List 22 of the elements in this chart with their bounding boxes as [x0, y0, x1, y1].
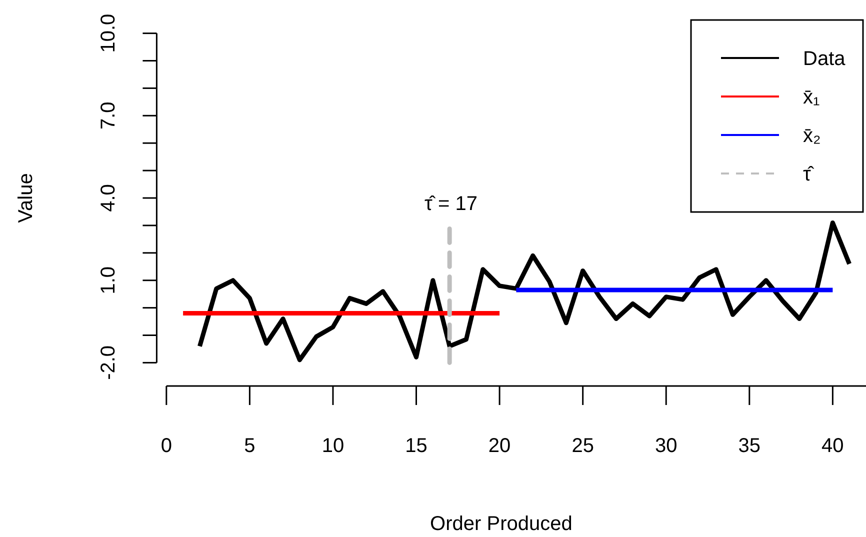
- x-tick-label: 10: [322, 435, 344, 457]
- legend-label: τ̂: [803, 164, 815, 186]
- annotation: τ̂ = 17: [424, 193, 478, 215]
- y-tick-label: 4.0: [98, 184, 120, 212]
- y-tick-label: -2.0: [98, 345, 120, 380]
- x-tick-label: 0: [160, 435, 172, 457]
- x-axis-title: Order Produced: [430, 513, 572, 535]
- legend-label: x̄₂: [803, 125, 821, 147]
- x-tick-label: 35: [738, 435, 761, 457]
- x-tick-label: 30: [654, 435, 678, 457]
- x-tick-label: 15: [405, 435, 428, 457]
- x-tick-label: 40: [822, 435, 844, 457]
- y-axis-title: Value: [15, 173, 37, 223]
- line-series: [197, 220, 852, 362]
- x-tick-label: 25: [572, 435, 594, 457]
- legend-label: x̄₁: [803, 86, 820, 108]
- legend-label: Data: [803, 48, 846, 70]
- y-tick-label: 10.0: [98, 14, 120, 53]
- y-tick-label: 1.0: [98, 266, 120, 294]
- y-tick-label: 7.0: [98, 102, 120, 130]
- x-tick-label: 20: [488, 435, 511, 457]
- x-tick-label: 5: [244, 435, 256, 457]
